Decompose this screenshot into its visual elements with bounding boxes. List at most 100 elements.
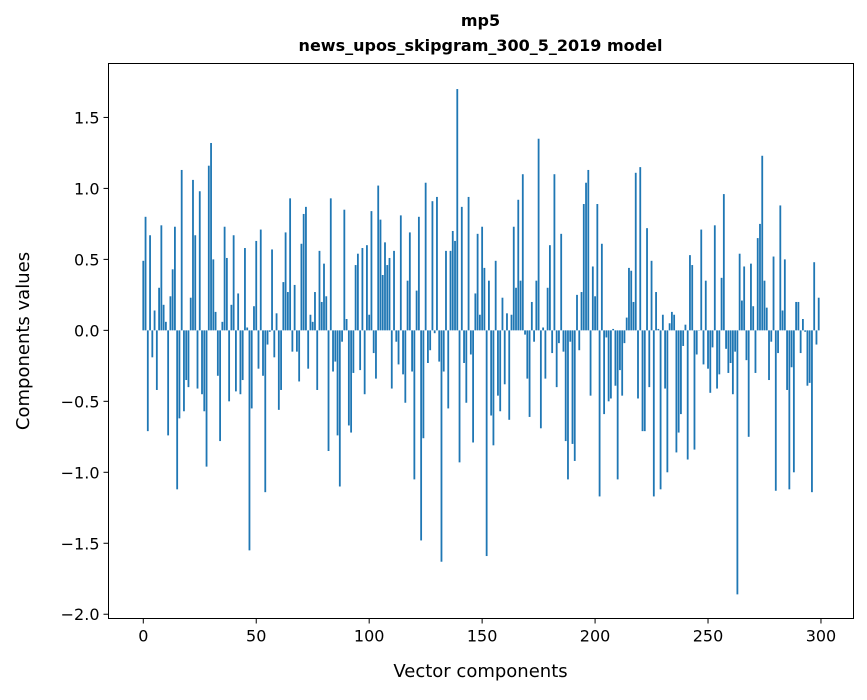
x-tick-label: 100 (354, 627, 385, 646)
bar-component-72 (305, 207, 307, 330)
bar-component-247 (700, 230, 702, 331)
bar-component-118 (409, 232, 411, 330)
bar-component-204 (603, 330, 605, 414)
bar-component-33 (217, 330, 219, 375)
bar-component-56 (269, 330, 271, 331)
bar-component-156 (495, 261, 497, 331)
bar-component-93 (352, 330, 354, 373)
bar-component-238 (680, 330, 682, 414)
bar-component-37 (226, 258, 228, 330)
bar-component-264 (739, 254, 741, 331)
bar-component-259 (727, 330, 729, 373)
bar-component-46 (246, 328, 248, 331)
bar-component-230 (662, 315, 664, 331)
bar-component-251 (709, 330, 711, 392)
bar-component-54 (264, 330, 266, 492)
bar-component-19 (185, 330, 187, 380)
bar-component-119 (411, 330, 413, 371)
bar-component-116 (404, 330, 406, 402)
bar-component-298 (816, 330, 818, 344)
bar-component-108 (386, 265, 388, 330)
bar-component-110 (391, 330, 393, 388)
bar-component-283 (782, 310, 784, 330)
bar-component-52 (260, 230, 262, 331)
bar-component-280 (775, 330, 777, 490)
bar-component-104 (377, 186, 379, 331)
bar-component-293 (804, 330, 806, 331)
bar-component-95 (357, 254, 359, 331)
bar-component-64 (287, 292, 289, 330)
bar-component-141 (461, 207, 463, 330)
bar-component-31 (212, 259, 214, 330)
bar-component-86 (337, 330, 339, 435)
y-tick-label: 0.5 (74, 250, 99, 269)
bar-component-88 (341, 330, 343, 341)
bar-component-244 (694, 330, 696, 449)
bar-component-137 (452, 231, 454, 330)
bar-component-32 (215, 312, 217, 330)
bar-component-157 (497, 330, 499, 395)
bar-component-272 (757, 238, 759, 330)
bar-component-163 (511, 315, 513, 331)
bar-component-262 (734, 330, 736, 351)
bar-component-296 (811, 330, 813, 492)
bar-component-222 (644, 330, 646, 431)
bar-component-15 (176, 330, 178, 489)
bar-component-129 (434, 330, 436, 333)
bar-component-255 (718, 330, 720, 374)
bar-component-160 (504, 330, 506, 384)
bar-component-27 (203, 330, 205, 411)
bar-component-81 (325, 296, 327, 330)
bar-component-235 (673, 315, 675, 331)
bar-component-144 (468, 197, 470, 330)
bar-component-10 (165, 322, 167, 331)
bar-component-248 (703, 330, 705, 364)
bar-component-3 (149, 235, 151, 330)
bar-component-239 (682, 330, 684, 346)
bar-component-83 (330, 198, 332, 330)
bar-component-132 (441, 330, 443, 561)
bar-component-55 (267, 330, 269, 344)
bar-component-41 (235, 330, 237, 391)
bar-component-225 (651, 261, 653, 331)
x-tick-label: 250 (693, 627, 724, 646)
bar-component-196 (585, 183, 587, 331)
bar-component-155 (493, 330, 495, 445)
bar-component-133 (443, 330, 445, 371)
bar-component-277 (768, 330, 770, 380)
bar-component-252 (712, 330, 714, 347)
bar-component-158 (499, 330, 501, 411)
bar-component-254 (716, 330, 718, 388)
bar-component-195 (583, 204, 585, 330)
bar-component-85 (334, 330, 336, 361)
x-tick-label: 50 (246, 627, 266, 646)
y-tick-label: −1.0 (61, 463, 100, 482)
bar-component-213 (624, 330, 626, 343)
bar-component-106 (382, 275, 384, 330)
bar-component-78 (319, 251, 321, 330)
bar-component-286 (788, 330, 790, 489)
bar-component-7 (158, 288, 160, 331)
bar-component-188 (567, 330, 569, 479)
bar-component-198 (590, 330, 592, 395)
bar-component-148 (477, 234, 479, 331)
bar-component-200 (594, 296, 596, 330)
bar-component-139 (456, 89, 458, 330)
bar-component-84 (332, 330, 334, 371)
bar-component-284 (784, 259, 786, 330)
bar-component-294 (807, 330, 809, 385)
x-tick-label: 0 (138, 627, 148, 646)
bar-component-103 (375, 330, 377, 378)
bar-component-69 (298, 330, 300, 381)
bar-component-289 (795, 302, 797, 330)
bar-component-190 (572, 330, 574, 444)
bar-component-267 (746, 330, 748, 360)
bar-component-265 (741, 301, 743, 331)
bar-component-211 (619, 330, 621, 370)
bar-component-199 (592, 266, 594, 330)
bar-component-295 (809, 330, 811, 383)
bar-component-35 (221, 322, 223, 331)
bar-component-128 (432, 201, 434, 330)
bar-component-102 (373, 330, 375, 353)
